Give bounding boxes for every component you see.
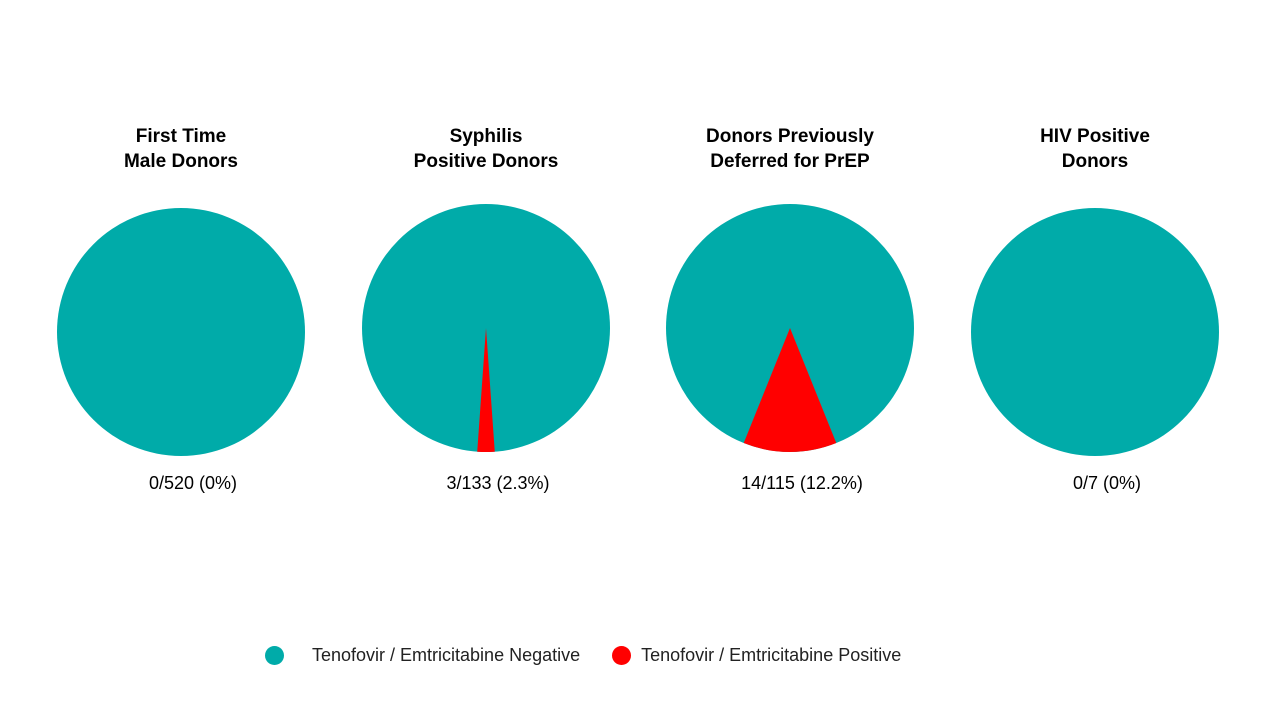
pie-slice-positive: [743, 328, 837, 452]
legend-swatch-positive: [612, 646, 632, 665]
pie-value-label: 0/7 (0%): [1072, 473, 1142, 493]
pie-slice-negative: [57, 208, 305, 456]
pie-slice-negative: [971, 208, 1219, 456]
pie-title: First Time Male Donors: [123, 126, 239, 172]
pie-value-label: 14/115 (12.2%): [741, 473, 863, 493]
pie-title: Syphilis Positive Donors: [413, 126, 559, 172]
legend-swatch-negative: [265, 646, 284, 665]
pie-title: HIV Positive Donors: [1040, 126, 1150, 172]
legend: Tenofovir / Emtricitabine Negative Tenof…: [265, 645, 901, 666]
pie-title: Donors Previously Deferred for PrEP: [706, 126, 874, 172]
pie-slice-positive: [477, 328, 495, 452]
pie-value-label: 0/520 (0%): [148, 473, 238, 493]
pie-value-label: 3/133 (2.3%): [446, 473, 550, 493]
legend-label-positive: Tenofovir / Emtricitabine Positive: [641, 645, 902, 665]
legend-label-negative: Tenofovir / Emtricitabine Negative: [312, 645, 581, 665]
